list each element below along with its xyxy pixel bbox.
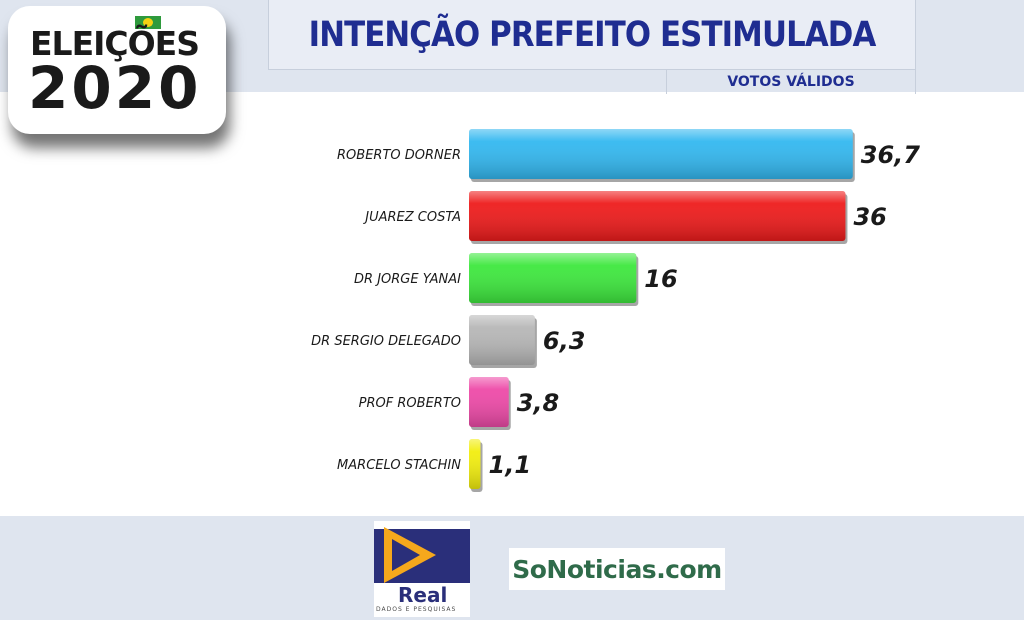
chart-subtitle: VOTOS VÁLIDOS [727, 74, 855, 90]
bar-highlight [469, 253, 637, 303]
value-label: 36,7 [861, 141, 921, 169]
brazil-flag-icon [135, 16, 161, 29]
category-label: DR SERGIO DELEGADO [311, 334, 461, 349]
bar-highlight [469, 315, 535, 365]
value-label: 36 [853, 203, 886, 231]
value-label: 6,3 [543, 327, 586, 355]
badge-line2: 2020 [28, 54, 202, 122]
category-label: ROBERTO DORNER [337, 148, 461, 163]
election-badge: ELEIÇÕES 2020 [8, 6, 226, 134]
category-label: DR JORGE YANAI [354, 272, 461, 287]
value-label: 16 [644, 265, 677, 293]
real-logo-tagline: DADOS E PESQUISAS [376, 606, 457, 613]
value-label: 1,1 [489, 451, 532, 479]
bar-highlight [469, 191, 846, 241]
sonoticias-logo-text: SoNoticias.com [512, 554, 722, 584]
bar-highlight [469, 129, 853, 179]
real-logo [374, 521, 470, 617]
value-label: 3,8 [517, 389, 560, 417]
real-logo-name: Real [398, 583, 448, 607]
title-panel: INTENÇÃO PREFEITO ESTIMULADA [268, 0, 916, 70]
badge-line1: ELEIÇÕES [30, 24, 200, 63]
sonoticias-logo: SoNoticias.com [509, 548, 725, 590]
bar-highlight [469, 439, 481, 489]
bar-highlight [469, 377, 509, 427]
subtitle-panel: VOTOS VÁLIDOS [666, 70, 916, 94]
category-label: PROF ROBERTO [359, 396, 461, 411]
category-label: MARCELO STACHIN [337, 458, 461, 473]
real-logo-icon [374, 527, 470, 583]
category-label: JUAREZ COSTA [362, 210, 461, 225]
chart-title: INTENÇÃO PREFEITO ESTIMULADA [308, 14, 877, 55]
